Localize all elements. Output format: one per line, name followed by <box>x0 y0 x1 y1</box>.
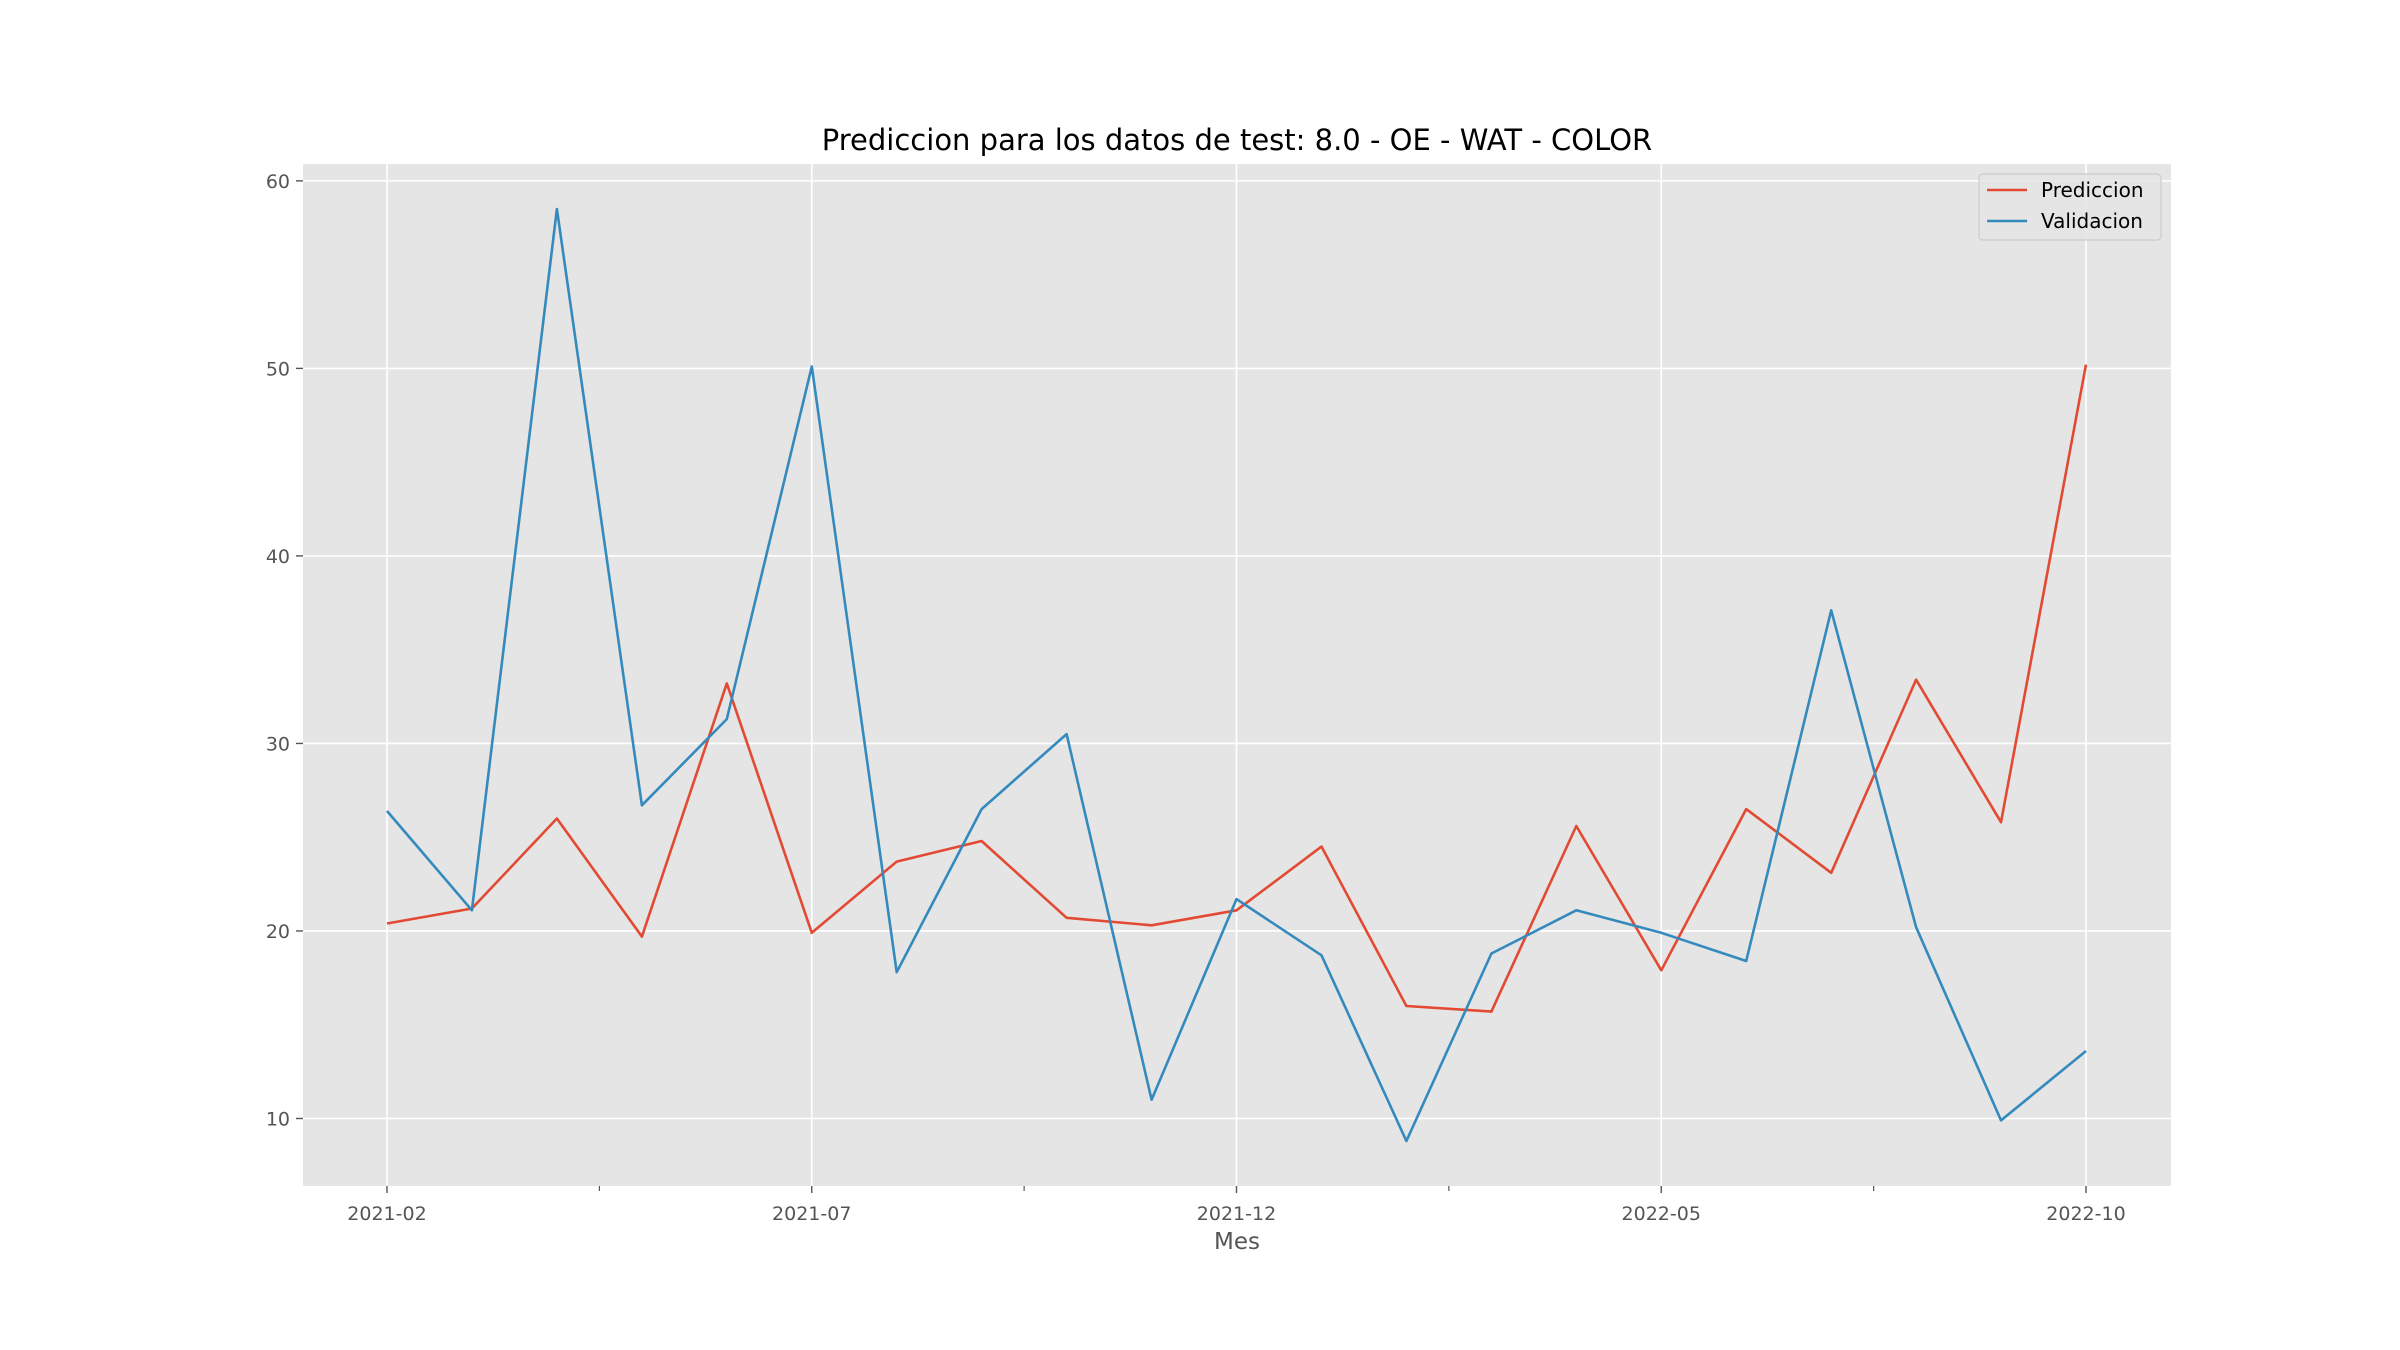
y-axis: 10 20 30 40 50 60 <box>266 171 303 1130</box>
legend: Prediccion Validacion <box>1978 173 2162 241</box>
x-tick-label: 2022-05 <box>1622 1203 1701 1225</box>
x-tick-label: 2021-12 <box>1197 1203 1276 1225</box>
y-tick-label: 50 <box>266 358 290 380</box>
series-line-prediccion <box>386 364 2088 1013</box>
y-tick-label: 20 <box>266 921 290 943</box>
x-tick-label: 2021-02 <box>347 1203 426 1225</box>
y-tick-label: 40 <box>266 546 290 568</box>
x-tick-label: 2021-07 <box>772 1203 851 1225</box>
x-axis-label: Mes <box>1214 1229 1260 1255</box>
grid-lines <box>303 164 2171 1186</box>
series-line-validacion <box>386 207 2087 1143</box>
chart-title: Prediccion para los datos de test: 8.0 -… <box>822 123 1652 157</box>
series-lines <box>386 207 2088 1143</box>
legend-label-prediccion: Prediccion <box>2041 178 2144 202</box>
y-tick-label: 30 <box>266 733 290 755</box>
y-tick-label: 10 <box>266 1108 290 1130</box>
x-tick-label: 2022-10 <box>2046 1203 2125 1225</box>
legend-label-validacion: Validacion <box>2041 209 2143 233</box>
y-tick-label: 60 <box>266 171 290 193</box>
x-axis: 2021-02 2021-07 2021-12 2022-05 2022-10 <box>347 1186 2126 1225</box>
